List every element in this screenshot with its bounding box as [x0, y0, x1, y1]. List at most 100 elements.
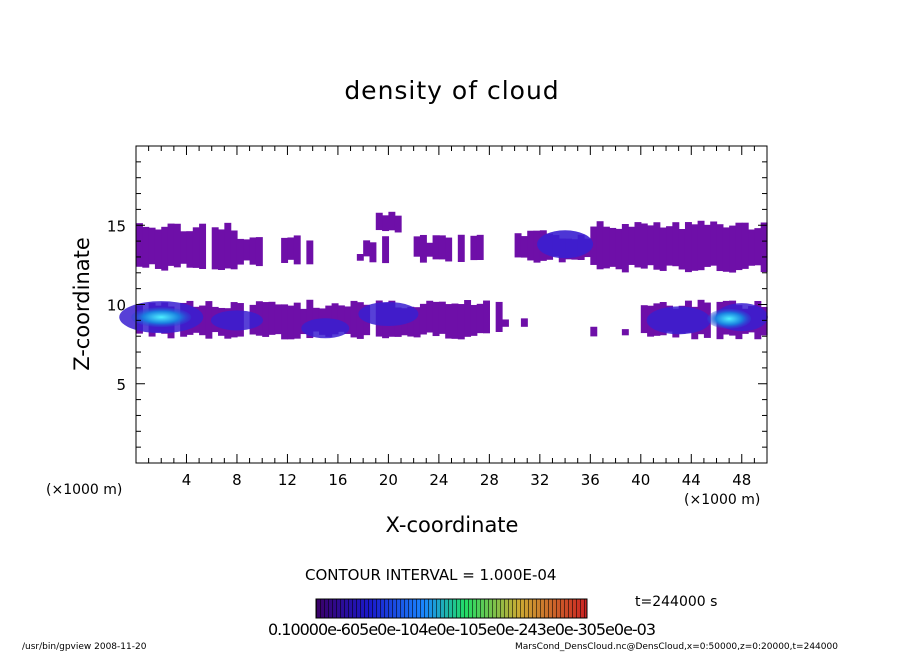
cloud-cell [419, 234, 427, 263]
colorbar-frame [315, 598, 588, 619]
cloud-cell [211, 227, 219, 270]
cloud-cell [186, 231, 194, 268]
cloud-cell [470, 304, 478, 336]
cloud-cell [180, 231, 188, 264]
cloud-cell [445, 237, 453, 262]
x-tick-label: 16 [328, 471, 347, 489]
dense-core [301, 318, 350, 339]
cloud-cell [375, 212, 383, 231]
cloud-cell [293, 235, 301, 265]
cloud-cell [281, 237, 289, 263]
cloud-cell [287, 305, 295, 340]
cloud-cell [230, 230, 238, 270]
x-tick-label: 20 [379, 471, 398, 489]
cloud-cell [684, 222, 692, 273]
cloud-cell [369, 242, 377, 263]
cloud-cell [205, 301, 213, 339]
x-tick-label: 28 [480, 471, 499, 489]
cloud-cell [388, 211, 396, 231]
cloud-cell [464, 300, 472, 337]
cloud-cell [262, 302, 270, 337]
cloud-cell [672, 222, 680, 267]
x-tick-label: 40 [631, 471, 650, 489]
cloud-cell [356, 302, 364, 339]
cloud-cell [148, 227, 156, 265]
cloud-cell [501, 319, 509, 327]
cloud-cell [666, 226, 673, 266]
cloud-cell [142, 226, 150, 268]
cloud-cell [331, 303, 339, 335]
cloud-cell [476, 303, 484, 334]
cloud-cell [647, 225, 655, 266]
cloud-cell [363, 240, 371, 257]
cloud-cell [659, 227, 667, 271]
cloud-cell [520, 236, 528, 258]
cloud-cell [722, 227, 730, 272]
cloud-cell [255, 237, 263, 267]
cloud-cell [697, 220, 705, 271]
cloud-cell [356, 254, 364, 261]
cloud-cell [653, 222, 661, 270]
cloud-cell [735, 222, 743, 271]
cloud-cell [754, 228, 762, 266]
x-tick-label: 8 [232, 471, 242, 489]
x-tick-label: 44 [682, 471, 701, 489]
cloud-cell [527, 230, 535, 261]
cloud-cell [710, 221, 718, 266]
cloud-cell [438, 235, 446, 260]
cloud-cell [167, 223, 175, 266]
cloud-cell [621, 329, 629, 336]
cloud-cell [173, 223, 181, 268]
cloud-cell [224, 222, 232, 269]
cloud-cell [691, 224, 699, 271]
footer-left: /usr/bin/gpview 2008-11-20 [22, 642, 147, 652]
time-label: t=244000 s [635, 594, 718, 610]
cloud-cell [281, 304, 289, 340]
y-tick-label: 15 [107, 217, 126, 235]
chart-title: density of cloud [344, 76, 560, 105]
colorbar-tick-labels: 0.10000e-605e0e-104e0e-105e0e-243e0e-305… [268, 620, 656, 639]
peak-core [707, 308, 752, 329]
cloud-cell [640, 223, 648, 269]
cloud-cell [350, 300, 358, 338]
cloud-cell [495, 301, 503, 332]
cloud-cell [729, 225, 737, 273]
cloud-cell [438, 301, 446, 334]
cloud-cell [703, 224, 711, 267]
dense-core [358, 302, 419, 327]
cloud-cell [628, 226, 636, 265]
x-tick-label: 24 [429, 471, 448, 489]
dense-core [210, 310, 263, 331]
cloud-cell [445, 304, 453, 339]
cloud-cell [602, 226, 610, 269]
cloud-cell [678, 228, 686, 270]
cloud-cell [476, 234, 484, 261]
dense-core [537, 230, 594, 259]
cloud-cell [432, 301, 440, 337]
cloud-cell [520, 318, 528, 327]
x-tick-label: 48 [732, 471, 751, 489]
cloud-cell [760, 222, 768, 273]
cloud-cell [413, 236, 421, 257]
cloud-cell [268, 301, 276, 335]
cloud-cell [615, 228, 623, 270]
peak-core [131, 307, 192, 328]
colorbar [315, 598, 588, 619]
cloud-cell [344, 306, 352, 334]
cloud-cell [236, 238, 244, 265]
cloud-cell [741, 222, 749, 269]
axis-ticks [136, 146, 767, 463]
cloud-cell [748, 229, 756, 266]
cloud-cell [609, 227, 617, 267]
cloud-cell [287, 237, 295, 260]
y-tick-label: 10 [107, 297, 126, 315]
cloud-cell [514, 233, 522, 258]
y-tick-label: 5 [116, 376, 126, 394]
cloud-cell [634, 222, 642, 268]
cloud-cell [413, 307, 421, 338]
x-axis-label: X-coordinate [385, 513, 519, 537]
cloud-cell [154, 229, 162, 269]
cloud-cell [533, 230, 541, 263]
cloud-cell [337, 305, 345, 332]
